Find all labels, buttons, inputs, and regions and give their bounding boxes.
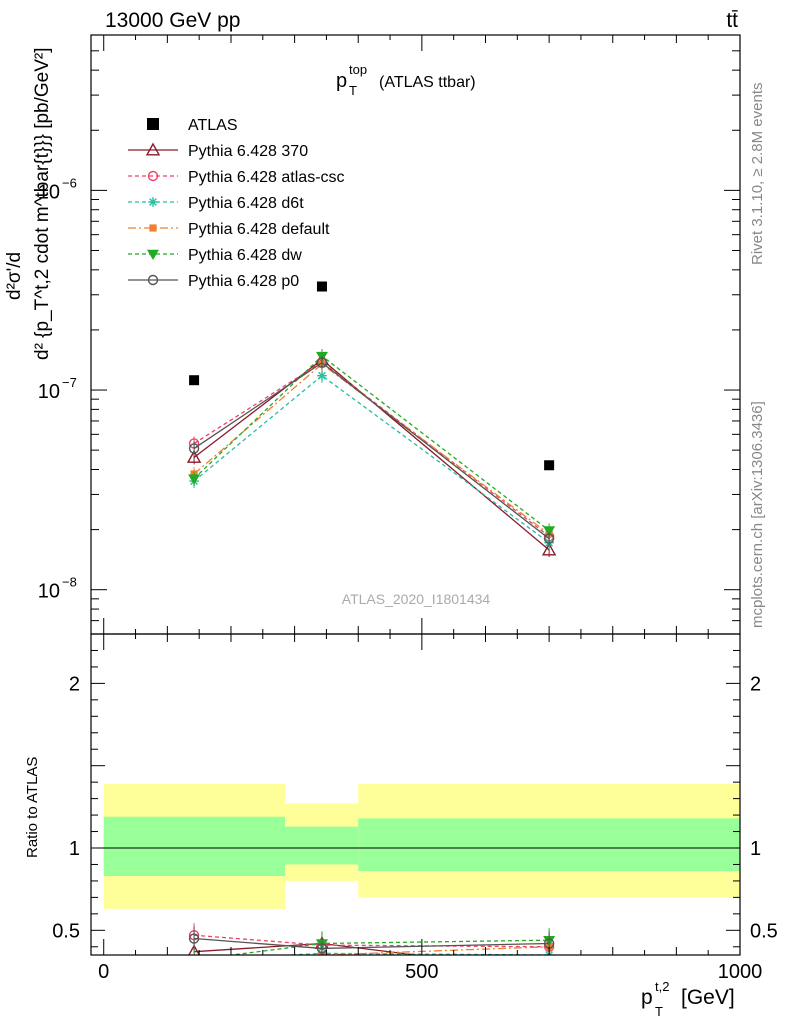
ratio-line-2 — [277, 952, 550, 955]
y-tick-label-base: 10 — [38, 381, 60, 403]
x-label-unit: [GeV] — [681, 986, 735, 1009]
legend-entry-5: Pythia 6.428 p0 — [128, 273, 299, 290]
series-marker-2-stroke — [318, 371, 326, 380]
ratio-y-axis-label: Ratio to ATLAS — [24, 757, 41, 858]
ratio-tick-label-right: 0.5 — [750, 920, 778, 942]
ratio-marker-2-stroke — [548, 951, 554, 955]
ratio-marker-2-stroke — [191, 957, 198, 964]
legend-marker-2 — [148, 197, 158, 207]
series-marker-2 — [317, 370, 327, 381]
rivet-label: Rivet 3.1.10, ≥ 2.8M events — [749, 83, 766, 266]
series-line-1 — [193, 361, 550, 537]
series-line-3 — [193, 363, 550, 535]
main-plot-layer — [186, 281, 557, 558]
y-tick-label-exp: −7 — [62, 375, 77, 390]
ratio-plot-layer — [188, 923, 556, 976]
legend-entry-0: Pythia 6.428 370 — [128, 142, 308, 160]
series-line-5 — [193, 361, 550, 540]
legend-marker-3 — [149, 224, 157, 232]
title-sub: T — [349, 83, 357, 98]
y-tick-label-exp: −8 — [62, 575, 77, 590]
series-line-4 — [193, 355, 550, 531]
ratio-marker-0 — [543, 965, 555, 976]
ratio-marker-2 — [189, 955, 199, 965]
series-line-0 — [193, 358, 550, 551]
legend-label-5: Pythia 6.428 p0 — [188, 273, 299, 290]
plot-title: p top T (ATLAS ttbar) — [336, 62, 476, 98]
series-marker-5 — [188, 443, 200, 454]
legend-entry-3: Pythia 6.428 default — [128, 221, 330, 238]
legend-label-data: ATLAS — [188, 117, 238, 134]
legend-marker-4 — [147, 249, 159, 260]
ratio-marker-3 — [190, 954, 198, 955]
series-marker-0 — [541, 542, 557, 556]
legend-entry-4: Pythia 6.428 dw — [128, 247, 302, 264]
title-rest: (ATLAS ttbar) — [379, 74, 476, 91]
ratio-tick-label-right: 2 — [750, 673, 761, 695]
legend-entry-2: Pythia 6.428 d6t — [128, 195, 304, 212]
legend-label-4: Pythia 6.428 dw — [188, 247, 302, 264]
data-point — [316, 281, 327, 292]
ratio-marker-2-stroke — [545, 951, 551, 955]
y-tick-label-base: 10 — [38, 181, 60, 203]
x-label-sup: t,2 — [655, 979, 669, 994]
series-marker-4 — [543, 526, 556, 537]
series-line-2 — [193, 374, 550, 544]
x-tick-label: 0 — [98, 961, 109, 983]
legend-label-1: Pythia 6.428 atlas-csc — [188, 169, 345, 186]
legend-entry-1: Pythia 6.428 atlas-csc — [128, 169, 345, 186]
x-label-main: p — [641, 986, 653, 1009]
series-marker-5 — [316, 357, 328, 368]
process-label: tt̄ — [726, 9, 738, 32]
ratio-line-3 — [296, 946, 550, 955]
title-sup: top — [349, 62, 367, 77]
x-label-sub: T — [655, 1004, 663, 1019]
ratio-band-green — [103, 816, 286, 876]
data-point — [189, 375, 200, 386]
ratio-band-green — [285, 826, 359, 865]
y-tick-label-exp: −6 — [62, 175, 77, 190]
legend-marker-0 — [145, 142, 161, 156]
legend-label-2: Pythia 6.428 d6t — [188, 195, 304, 212]
x-tick-label: 500 — [405, 961, 438, 983]
energy-label: 13000 GeV pp — [105, 9, 240, 32]
ratio-uncertainty-bands — [91, 783, 740, 909]
legend-marker-5 — [147, 274, 159, 286]
ratio-tick-label-left: 0.5 — [52, 920, 80, 942]
legend: ATLAS Pythia 6.428 370 Pythia 6.428 atlas-… — [128, 117, 345, 290]
ratio-marker-0 — [188, 944, 201, 955]
ratio-marker-4 — [188, 956, 200, 966]
series-marker-5 — [543, 533, 555, 544]
data-point — [544, 460, 555, 471]
ratio-marker-5 — [316, 943, 328, 954]
legend-marker-data — [147, 118, 159, 130]
ratio-band-green — [358, 818, 740, 872]
legend-label-0: Pythia 6.428 370 — [188, 143, 308, 160]
legend-label-3: Pythia 6.428 default — [188, 221, 330, 238]
ratio-tick-label-left: 2 — [69, 673, 80, 695]
ratio-marker-2-stroke — [191, 957, 198, 964]
title-main: p — [336, 70, 347, 92]
ratio-tick-label-left: 1 — [69, 838, 80, 860]
x-axis-label: p t,2 T [GeV] — [641, 979, 735, 1019]
y-tick-label-base: 10 — [38, 581, 60, 603]
x-tick-label: 1000 — [718, 961, 763, 983]
series-marker-0 — [186, 449, 202, 463]
series-marker-4 — [188, 474, 201, 485]
legend-marker-2-stroke — [149, 198, 157, 206]
ratio-frame — [90, 633, 741, 956]
y-axis-label: d² {p_T^t,2 cdot m^tbar{t}}} [pb/GeV²] — [32, 47, 53, 360]
legend-entry-data: ATLAS — [147, 117, 238, 134]
y-axis-label-top: d²σ'/d — [4, 252, 25, 300]
legend-marker-1 — [147, 170, 159, 182]
ratio-marker-5 — [188, 933, 200, 944]
mcplots-label: mcplots.cern.ch [arXiv:1306.3436] — [749, 401, 766, 628]
ratio-tick-label-right: 1 — [750, 838, 761, 860]
analysis-watermark: ATLAS_2020_I1801434 — [342, 591, 491, 607]
